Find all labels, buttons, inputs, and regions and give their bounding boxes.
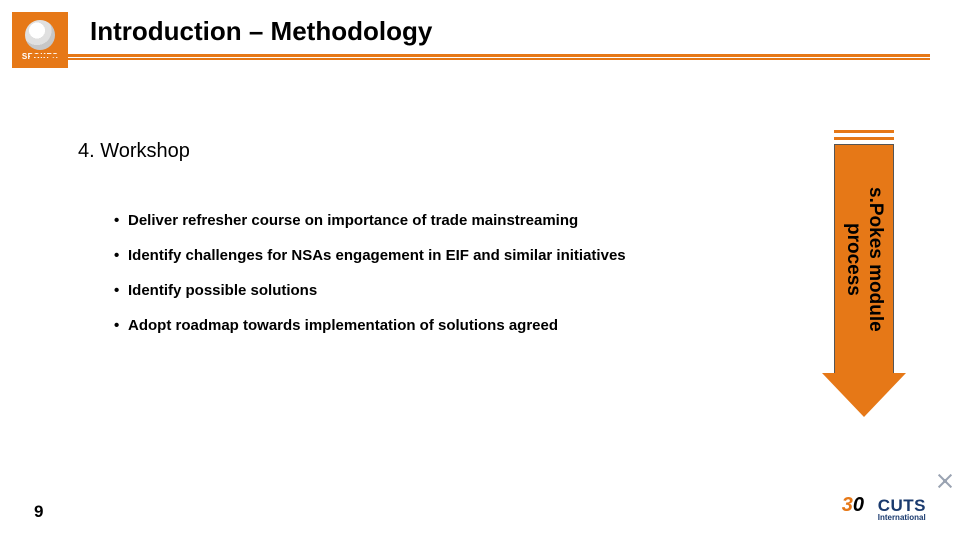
cuts-brand: CUTS (878, 497, 926, 514)
corner-decoration-icon (936, 472, 954, 490)
list-item: Deliver refresher course on importance o… (114, 212, 754, 229)
bullet-list: Deliver refresher course on importance o… (114, 212, 754, 352)
arrow-accent-line (834, 130, 894, 133)
cuts-30-text: 30 (842, 494, 864, 517)
process-arrow: s.Pokes module process (822, 130, 906, 420)
page-title: Introduction – Methodology (90, 16, 432, 47)
arrow-head-icon (822, 373, 906, 417)
arrow-label: s.Pokes module process (822, 154, 906, 364)
globe-icon (25, 20, 55, 50)
title-rule-top (30, 54, 930, 57)
list-item: Identify challenges for NSAs engagement … (114, 247, 754, 264)
cuts-subbrand: International (878, 514, 926, 522)
cuts-30-mark: 30 (842, 494, 876, 524)
list-item: Identify possible solutions (114, 282, 754, 299)
page-number: 9 (34, 502, 43, 522)
slide: SPOKES Introduction – Methodology 4. Wor… (0, 0, 960, 540)
cuts-text-block: CUTS International (878, 497, 926, 522)
arrow-label-line1: s.Pokes module (864, 187, 886, 332)
arrow-accent-line (834, 137, 894, 140)
arrow-label-line2: process (842, 187, 864, 332)
list-item: Adopt roadmap towards implementation of … (114, 317, 754, 334)
section-heading: 4. Workshop (78, 140, 190, 163)
cuts-logo: 30 CUTS International (842, 494, 926, 524)
title-rule-bottom (30, 58, 930, 60)
